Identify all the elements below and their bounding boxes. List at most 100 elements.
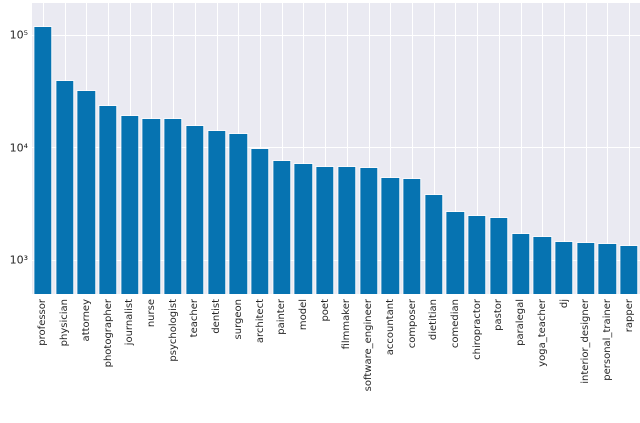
x-gridline: [585, 3, 587, 294]
bar-personal_trainer: [597, 242, 618, 296]
x-tick-label: personal_trainer: [602, 299, 614, 381]
x-gridline: [433, 3, 435, 294]
bar-slot: [32, 3, 54, 295]
x-tick-label: attorney: [80, 299, 92, 342]
x-tick-cell: personal_trainer: [597, 299, 619, 423]
x-gridline: [498, 3, 500, 294]
x-tick-cell: chiropractor: [466, 299, 488, 423]
x-tick-label: rapper: [623, 299, 635, 333]
x-tick-cell: comedian: [445, 299, 467, 423]
bar-slot: [466, 3, 488, 296]
bar-slot: [249, 3, 271, 295]
bar-interior_designer: [575, 242, 596, 295]
x-gridline: [542, 3, 544, 294]
bar-slot: [510, 3, 532, 295]
bar-slot: [141, 3, 163, 295]
bar-software_engineer: [358, 167, 379, 295]
bar-attorney: [76, 90, 96, 295]
bar-slot: [206, 3, 228, 296]
x-tick-label: pastor: [493, 299, 505, 331]
x-tick-cell: model: [293, 299, 315, 423]
bar-slot: [314, 3, 336, 296]
bar-dietitian: [423, 194, 444, 295]
bar-filmmaker: [337, 166, 357, 295]
x-tick-label: composer: [406, 299, 418, 349]
x-tick-cell: painter: [271, 299, 293, 423]
x-tick-label: painter: [276, 299, 288, 335]
x-tick-cell: teacher: [184, 299, 206, 423]
bar-painter: [271, 160, 292, 295]
bar-slot: [445, 3, 467, 296]
plot-area: [32, 3, 640, 296]
x-tick-label: comedian: [450, 299, 462, 349]
x-tick-cell: composer: [401, 299, 423, 423]
x-tick-cell: architect: [249, 299, 271, 423]
bar-dentist: [206, 129, 227, 296]
x-tick-cell: attorney: [75, 299, 97, 423]
bar-slot: [227, 3, 249, 295]
bar-rapper: [619, 244, 639, 296]
x-tick-cell: poet: [314, 299, 336, 423]
x-tick-cell: nurse: [141, 299, 163, 423]
bar-slot: [575, 3, 597, 295]
x-tick-cell: yoga_teacher: [532, 299, 554, 423]
y-tick-label: 10⁴: [9, 141, 28, 155]
x-gridline: [455, 3, 457, 294]
x-tick-label: nurse: [145, 299, 157, 328]
x-tick-cell: professor: [32, 299, 54, 423]
x-tick-cell: accountant: [380, 299, 402, 423]
bar-physician: [54, 79, 75, 296]
bar-dj: [554, 241, 574, 295]
x-tick-label: architect: [254, 299, 266, 344]
x-gridline: [411, 3, 413, 294]
bar-yoga_teacher: [532, 236, 552, 295]
x-tick-label: professor: [37, 299, 49, 346]
x-tick-cell: software_engineer: [358, 299, 380, 423]
x-axis-labels: professor physician attorney photographer jo…: [32, 294, 640, 423]
x-tick-cell: physician: [54, 299, 76, 423]
x-tick-cell: filmmaker: [336, 299, 358, 423]
bar-slot: [531, 3, 553, 295]
x-tick-cell: pastor: [488, 299, 510, 423]
bar-slot: [618, 3, 640, 296]
x-gridline: [325, 3, 327, 294]
x-gridline: [259, 3, 261, 294]
x-gridline: [368, 3, 370, 294]
y-tick-label: 10³: [9, 253, 28, 267]
x-tick-label: filmmaker: [341, 299, 353, 350]
bar-model: [293, 162, 314, 296]
y-gridline: [32, 259, 640, 261]
bar-surgeon: [228, 133, 248, 295]
bar-paralegal: [510, 233, 531, 295]
bar-slot: [597, 3, 619, 296]
x-tick-label: journalist: [124, 299, 136, 346]
bar-comedian: [445, 210, 466, 296]
x-tick-label: poet: [319, 299, 331, 322]
bar-accountant: [380, 176, 400, 296]
x-tick-cell: paralegal: [510, 299, 532, 423]
x-tick-label: software_engineer: [363, 299, 375, 392]
bar-slot: [271, 3, 293, 295]
y-gridline: [32, 34, 640, 36]
x-tick-label: teacher: [189, 299, 201, 338]
bar-slot: [162, 3, 184, 295]
x-tick-label: photographer: [102, 299, 114, 368]
x-tick-label: model: [297, 299, 309, 331]
x-tick-cell: dj: [553, 299, 575, 423]
bar-slot: [336, 3, 358, 295]
bar-slot: [97, 3, 119, 296]
bar-slot: [184, 3, 206, 296]
bar-slot: [54, 3, 76, 296]
x-tick-label: dietitian: [428, 299, 440, 341]
x-tick-label: chiropractor: [471, 299, 483, 360]
x-gridline: [629, 3, 631, 294]
x-tick-cell: surgeon: [227, 299, 249, 423]
bar-photographer: [98, 104, 118, 296]
bar-teacher: [185, 124, 205, 296]
x-gridline: [390, 3, 392, 294]
x-tick-label: interior_designer: [580, 299, 592, 384]
y-tick-label: 10⁵: [9, 28, 28, 42]
x-tick-cell: rapper: [618, 299, 640, 423]
x-tick-label: paralegal: [515, 299, 527, 346]
